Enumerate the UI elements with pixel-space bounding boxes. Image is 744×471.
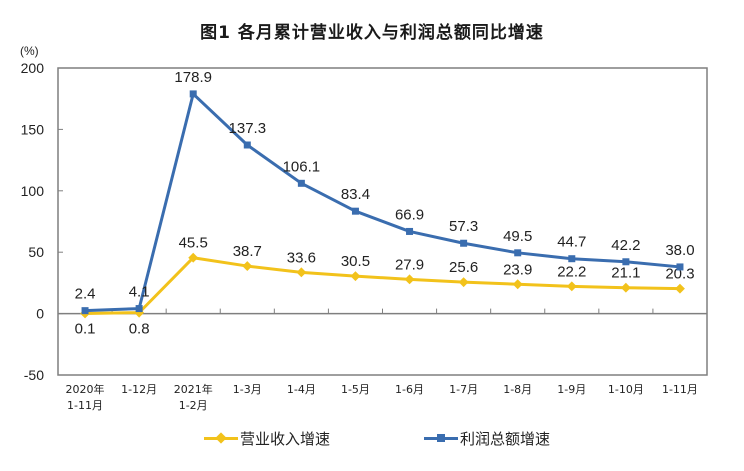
y-tick-label: 100 xyxy=(21,183,45,199)
square-marker-icon xyxy=(568,255,576,263)
x-tick-label: 1-11月 xyxy=(662,383,698,396)
square-marker-icon xyxy=(622,258,630,266)
data-label: 2.4 xyxy=(75,286,96,303)
diamond-marker-icon xyxy=(350,271,361,282)
square-marker-icon xyxy=(351,207,359,215)
x-tick-label: 2021年 xyxy=(174,382,213,396)
diamond-marker-icon xyxy=(458,277,469,288)
revenue-growth-line xyxy=(85,256,680,315)
data-label: 30.5 xyxy=(341,253,370,270)
legend: 营业收入增速 利润总额增速 xyxy=(0,428,744,452)
y-tick-label: 150 xyxy=(21,121,45,137)
x-tick-label: 1-7月 xyxy=(449,383,478,396)
data-label: 38.7 xyxy=(233,243,262,260)
x-tick-label: 1-3月 xyxy=(233,383,262,396)
diamond-marker-icon xyxy=(188,252,199,263)
diamond-marker-icon xyxy=(620,282,631,293)
legend-line-square-icon xyxy=(424,434,458,442)
x-tick-label: 2020年 xyxy=(66,382,105,396)
x-tick-label: 1-6月 xyxy=(395,383,424,396)
square-marker-icon xyxy=(135,305,143,313)
square-marker-icon xyxy=(81,307,89,315)
diamond-marker-icon xyxy=(566,281,577,292)
data-label: 20.3 xyxy=(665,266,694,283)
data-label: 66.9 xyxy=(395,206,424,223)
square-marker-icon xyxy=(189,90,197,98)
x-tick-label: 1-12月 xyxy=(121,383,157,396)
x-tick-label: 1-9月 xyxy=(557,383,586,396)
data-label: 25.6 xyxy=(449,259,478,276)
data-label: 23.9 xyxy=(503,261,532,278)
data-label: 49.5 xyxy=(503,228,532,245)
y-tick-label: 200 xyxy=(21,60,45,76)
diamond-marker-icon xyxy=(242,261,253,272)
y-tick-label: -50 xyxy=(24,367,44,383)
data-label: 178.9 xyxy=(174,69,212,86)
square-marker-icon xyxy=(406,227,414,235)
square-marker-icon xyxy=(297,179,305,187)
data-label: 57.3 xyxy=(449,218,478,235)
square-marker-icon xyxy=(460,239,468,247)
data-label: 0.8 xyxy=(129,321,150,338)
legend-label: 利润总额增速 xyxy=(460,430,551,448)
data-label: 0.1 xyxy=(75,321,96,338)
data-label: 33.6 xyxy=(287,249,316,266)
data-label: 27.9 xyxy=(395,256,424,273)
data-label: 4.1 xyxy=(129,284,150,301)
x-tick-label: 1-10月 xyxy=(608,383,644,396)
diamond-marker-icon xyxy=(675,283,685,294)
legend-item-profit: 利润总额增速 xyxy=(424,428,550,449)
data-label: 44.7 xyxy=(557,234,586,251)
y-tick-label: 0 xyxy=(36,306,44,322)
x-tick-label: 1-2月 xyxy=(179,399,208,412)
y-tick-label: 50 xyxy=(28,244,44,260)
x-tick-label: 1-4月 xyxy=(287,383,316,396)
data-label: 38.0 xyxy=(665,242,694,259)
data-label: 42.2 xyxy=(611,237,640,254)
x-tick-label: 1-11月 xyxy=(67,399,103,412)
chart-title: 图1 各月累计营业收入与利润总额同比增速 xyxy=(200,23,544,43)
profit-growth-line xyxy=(84,92,681,313)
legend-label: 营业收入增速 xyxy=(240,430,331,448)
diamond-marker-icon xyxy=(296,267,307,278)
diamond-marker-icon xyxy=(512,279,523,290)
data-label: 137.3 xyxy=(229,120,267,137)
square-marker-icon xyxy=(514,249,522,257)
y-unit-label: (%) xyxy=(20,44,39,58)
square-marker-icon xyxy=(243,141,251,149)
legend-line-diamond-icon xyxy=(204,432,238,444)
diamond-marker-icon xyxy=(404,274,415,285)
legend-item-revenue: 营业收入增速 xyxy=(204,428,330,449)
x-tick-label: 1-5月 xyxy=(341,383,370,396)
data-label: 83.4 xyxy=(341,186,370,203)
plot-area-frame xyxy=(57,67,708,376)
data-label: 106.1 xyxy=(283,158,321,175)
data-label: 22.2 xyxy=(557,263,586,280)
square-marker-icon xyxy=(676,263,684,271)
data-label: 45.5 xyxy=(179,235,208,252)
data-label: 21.1 xyxy=(611,265,640,282)
x-tick-label: 1-8月 xyxy=(503,383,532,396)
